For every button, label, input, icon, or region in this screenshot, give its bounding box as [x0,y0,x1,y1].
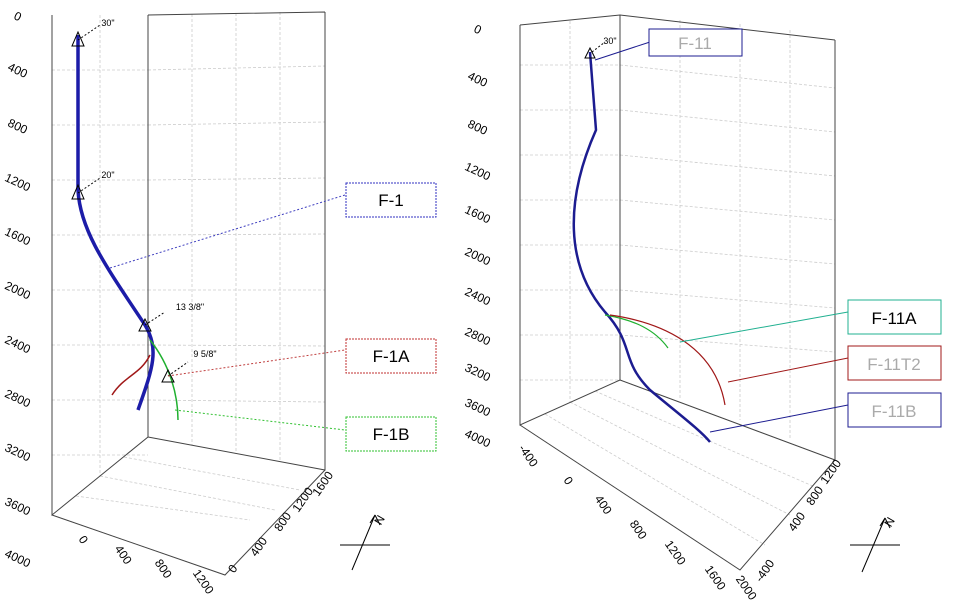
depth-tick-label: 1200 [3,170,33,194]
y-tick-label: 800 [271,509,294,534]
depth-tick-label: 2000 [3,278,33,302]
y-tick-label: 1200 [817,456,844,486]
left-frame [51,11,437,576]
casing-label: 13 3/8" [176,302,204,312]
x-tick-label: 0 [76,533,91,547]
casing-label: 20" [101,170,114,180]
x-tick-label: 0 [561,474,576,488]
depth-tick-label: 400 [6,60,30,81]
well-label: F-11A [871,309,917,328]
depth-tick-label: 4000 [3,546,33,570]
depth-tick-label: 0 [12,9,24,25]
depth-tick-label: 2400 [463,284,493,308]
y-tick-label: 0 [225,562,240,576]
depth-tick-label: 800 [6,116,30,137]
depth-tick-label: 0 [472,22,484,38]
x-tick-label: 800 [627,517,650,542]
depth-tick-label: 2000 [463,244,493,268]
depth-tick-label: 3200 [463,360,493,384]
depth-tick-label: 1600 [3,224,33,248]
well-label: F-11B [871,402,916,421]
depth-tick-label: 2400 [3,332,33,356]
y-tick-label: -400 [752,557,777,585]
y-tick-label: 400 [247,534,270,559]
x-tick-label: 400 [592,492,615,517]
well-label: F-11T2 [867,355,921,374]
depth-tick-label: 1200 [463,159,493,183]
x-tick-label: 400 [112,542,135,567]
depth-tick-label: 3600 [3,494,33,518]
depth-tick-label: 400 [466,69,490,90]
x-tick-label: 800 [152,556,175,581]
depth-tick-label: 2800 [3,386,33,410]
depth-tick-label: 3200 [3,440,33,464]
y-tick-label: 1600 [309,468,336,498]
north-label: N [881,515,897,530]
casing-label: 30" [603,36,616,46]
y-tick-label: 800 [803,483,826,508]
well-label: F-1 [378,191,404,210]
depth-tick-label: 1600 [463,202,493,226]
casing-label: 30" [101,18,114,28]
depth-tick-label: 2800 [463,324,493,348]
well-label: F-11 [678,34,712,53]
x-tick-label: 1600 [702,563,729,593]
depth-tick-label: 4000 [463,426,493,450]
right-frame [519,14,942,573]
casing-label: 9 5/8" [193,349,216,359]
x-tick-label: 1200 [662,538,689,568]
depth-tick-label: 800 [466,117,490,138]
well-label: F-1A [373,347,411,366]
well-label: F-1B [373,425,410,444]
north-label: N [371,513,387,528]
depth-tick-label: 3600 [463,395,493,419]
x-tick-label: -400 [516,442,541,470]
